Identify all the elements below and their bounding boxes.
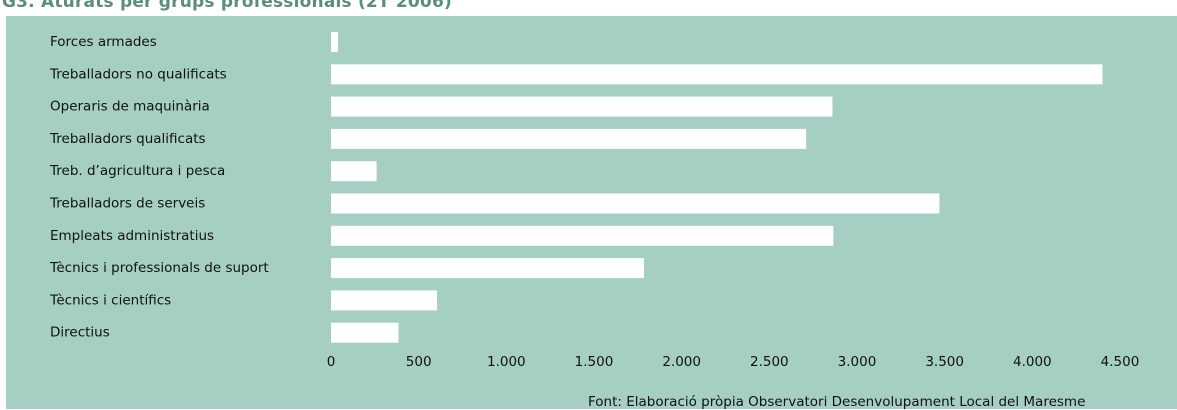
x-tick-label-3500: 3.500	[925, 354, 964, 370]
bar-empleats-administratius	[331, 225, 834, 246]
x-tick-label-2000: 2.000	[662, 354, 701, 370]
x-tick-label-3000: 3.000	[838, 354, 877, 370]
bar-treballadors-no-qualificats	[331, 64, 1103, 85]
bar-forces-armades	[331, 32, 339, 52]
bar-tecnics-i-cientifics	[331, 290, 438, 311]
category-label-forces-armades: Forces armades	[50, 34, 157, 50]
x-tick-label-2500: 2.500	[750, 354, 789, 370]
x-tick-label-0: 0	[327, 354, 336, 370]
bar-directius	[331, 322, 399, 343]
bar-treballadors-de-serveis	[331, 193, 940, 214]
x-tick-label-500: 500	[406, 354, 432, 370]
category-label-tecnics-i-professionals-de-suport: Tècnics i professionals de suport	[49, 260, 269, 276]
category-label-tecnics-i-cientifics: Tècnics i científics	[49, 292, 171, 308]
x-tick-label-1500: 1.500	[575, 354, 614, 370]
source-note: Font: Elaboració pròpia Observatori Dese…	[588, 394, 1086, 410]
x-tick-label-1000: 1.000	[487, 354, 526, 370]
bar-treb-d-agricultura-i-pesca	[331, 161, 377, 182]
category-label-treb-d-agricultura-i-pesca: Treb. d’agricultura i pesca	[49, 163, 225, 179]
category-label-empleats-administratius: Empleats administratius	[50, 228, 214, 244]
category-label-operaris-de-maquinaria: Operaris de maquinària	[50, 99, 210, 115]
x-tick-label-4000: 4.000	[1013, 354, 1052, 370]
bar-treballadors-qualificats	[331, 128, 807, 149]
x-tick-label-4500: 4.500	[1101, 354, 1140, 370]
category-label-directius: Directius	[50, 325, 110, 341]
category-label-treballadors-no-qualificats: Treballadors no qualificats	[49, 66, 227, 82]
chart-title: G3. Aturats per grups professionals (2T …	[2, 0, 452, 12]
category-label-treballadors-qualificats: Treballadors qualificats	[49, 131, 206, 147]
category-label-treballadors-de-serveis: Treballadors de serveis	[49, 196, 205, 212]
bar-tecnics-i-professionals-de-suport	[331, 258, 644, 279]
bar-operaris-de-maquinaria	[331, 96, 833, 117]
